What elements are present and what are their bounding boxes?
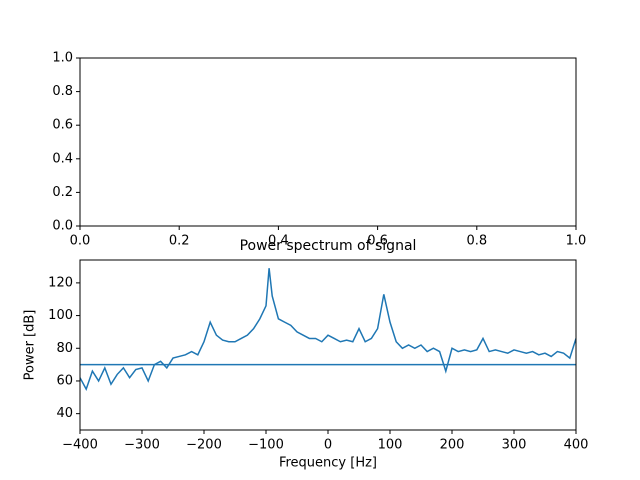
y-tick-label: 40 (56, 406, 73, 421)
y-tick-label: 0.4 (52, 151, 73, 166)
x-tick-label: −300 (124, 438, 160, 453)
x-tick-label: −100 (248, 438, 284, 453)
x-tick-label: 0.8 (466, 234, 487, 249)
x-tick-label: 400 (564, 438, 589, 453)
x-tick-label: −200 (186, 438, 222, 453)
x-tick-label: 200 (440, 438, 465, 453)
x-tick-label: −400 (62, 438, 98, 453)
y-tick-label: 0.8 (52, 84, 73, 99)
y-axis-label: Power [dB] (23, 310, 38, 381)
x-tick-label: 1.0 (566, 234, 587, 249)
y-tick-label: 0.2 (52, 185, 73, 200)
axes-title: Power spectrum of signal (240, 238, 417, 254)
x-tick-label: 0.6 (367, 234, 388, 249)
x-axis-label: Frequency [Hz] (279, 456, 377, 471)
y-tick-label: 120 (48, 275, 73, 290)
y-tick-label: 1.0 (52, 51, 73, 66)
x-tick-label: 0 (324, 438, 332, 453)
y-tick-label: 0.0 (52, 219, 73, 234)
x-tick-label: 0.2 (169, 234, 190, 249)
axes-frame (79, 57, 577, 227)
y-tick-label: 80 (56, 341, 73, 356)
x-tick-label: 100 (378, 438, 403, 453)
y-tick-label: 0.6 (52, 118, 73, 133)
x-tick-label: 0.4 (268, 234, 289, 249)
y-tick-label: 100 (48, 308, 73, 323)
y-tick-label: 60 (56, 373, 73, 388)
x-tick-label: 0.0 (70, 234, 91, 249)
x-tick-label: 300 (502, 438, 527, 453)
